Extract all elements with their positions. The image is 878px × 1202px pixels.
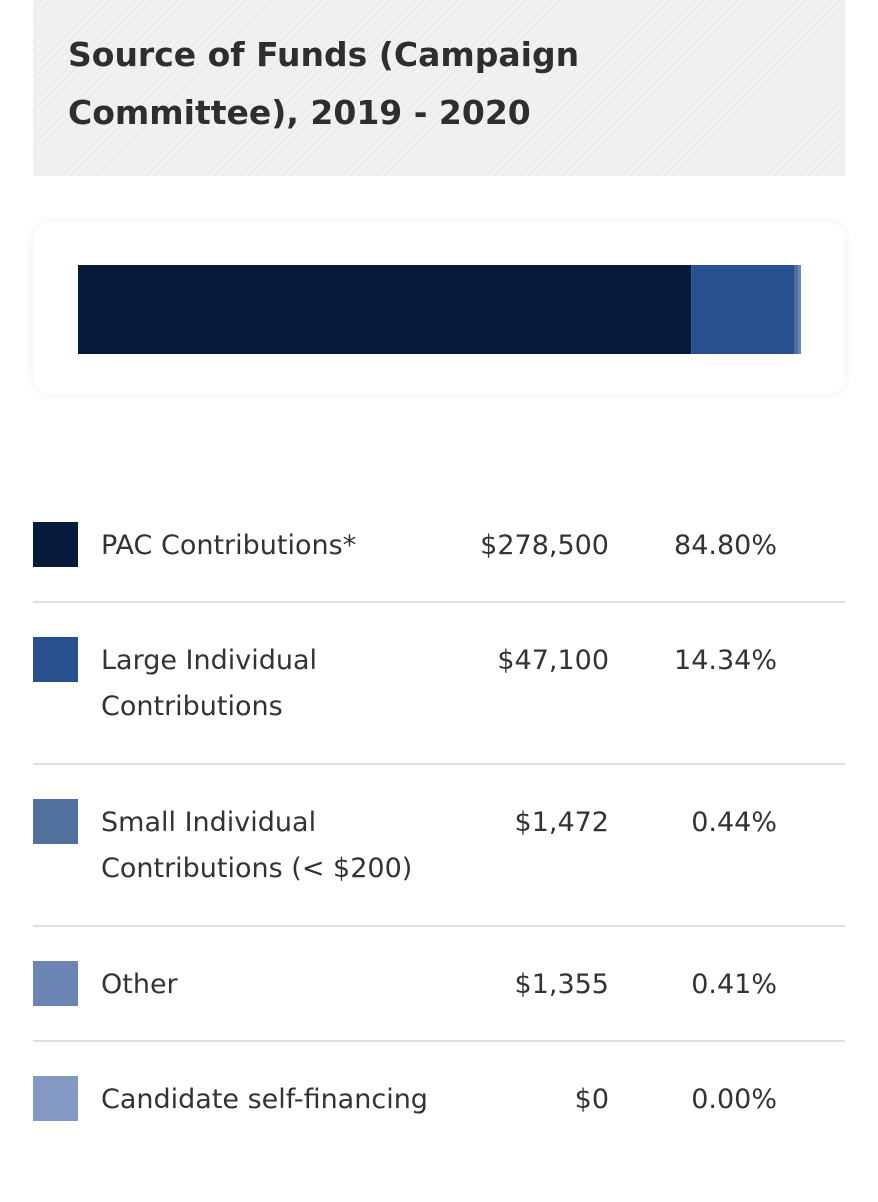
legend-label: PAC Contributions* xyxy=(101,530,357,561)
legend-percent: 0.41% xyxy=(691,969,777,1000)
legend-swatch-self-financing xyxy=(33,1076,78,1121)
legend-table: PAC Contributions* $278,500 84.80% Large… xyxy=(33,488,845,1202)
legend-swatch-pac xyxy=(33,522,78,567)
legend-amount: $1,472 xyxy=(514,807,609,838)
bar-segment-3 xyxy=(798,265,801,354)
legend-row: Small Individual Contributions (< $200) … xyxy=(33,765,845,927)
bar-segment-2 xyxy=(794,265,799,354)
legend-row: Large Individual Contributions $47,100 1… xyxy=(33,603,845,765)
legend-amount: $278,500 xyxy=(480,530,609,561)
chart-title: Source of Funds (Campaign Committee), 20… xyxy=(68,35,580,132)
legend-label: Other xyxy=(101,969,178,1000)
legend-percent: 14.34% xyxy=(674,645,777,676)
chart-header: Source of Funds (Campaign Committee), 20… xyxy=(33,0,845,176)
legend-row: Candidate self-financing $0 0.00% xyxy=(33,1042,845,1202)
bar-segment-1 xyxy=(691,265,795,354)
legend-percent: 0.00% xyxy=(691,1084,777,1115)
legend-amount: $1,355 xyxy=(514,969,609,1000)
legend-percent: 0.44% xyxy=(691,807,777,838)
legend-amount: $0 xyxy=(574,1084,609,1115)
bar-segment-0 xyxy=(78,265,692,354)
legend-swatch-other xyxy=(33,961,78,1006)
legend-swatch-large-individual xyxy=(33,637,78,682)
legend-label: Large Individual Contributions xyxy=(101,645,318,722)
legend-row: PAC Contributions* $278,500 84.80% xyxy=(33,488,845,603)
legend-swatch-small-individual xyxy=(33,799,78,844)
legend-row: Other $1,355 0.41% xyxy=(33,927,845,1042)
legend-amount: $47,100 xyxy=(497,645,609,676)
legend-label: Small Individual Contributions (< $200) xyxy=(101,807,413,884)
legend-percent: 84.80% xyxy=(674,530,777,561)
stacked-bar-chart xyxy=(78,265,801,354)
stacked-bar-card xyxy=(33,222,845,394)
legend-label: Candidate self-financing xyxy=(101,1084,428,1115)
